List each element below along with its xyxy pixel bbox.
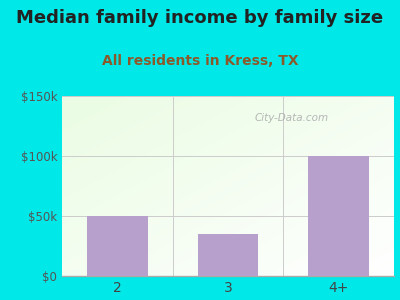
Bar	[308, 156, 369, 276]
Bar	[87, 216, 148, 276]
Text: City-Data.com: City-Data.com	[254, 112, 329, 123]
Text: All residents in Kress, TX: All residents in Kress, TX	[102, 54, 298, 68]
Bar	[198, 234, 258, 276]
Text: Median family income by family size: Median family income by family size	[16, 9, 384, 27]
